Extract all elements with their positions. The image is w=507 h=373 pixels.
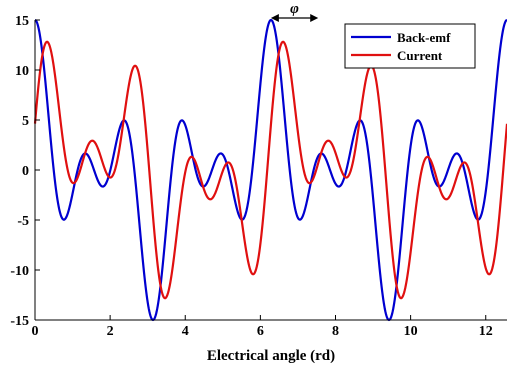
y-tick-label: -15	[10, 314, 29, 329]
legend: Back-emf Current	[344, 23, 476, 69]
series-line-current	[33, 40, 507, 300]
y-tick-label: -5	[17, 214, 29, 229]
legend-label: Back-emf	[397, 30, 451, 45]
series-line-back-emf	[34, 18, 507, 322]
annotation-layer: φ	[270, 1, 319, 22]
phase-arrow-right-head	[310, 14, 319, 22]
x-tick-label: 4	[182, 324, 189, 339]
y-tick-label: 10	[15, 64, 29, 79]
legend-box	[344, 23, 476, 69]
phase-arrow-left-head	[270, 14, 279, 22]
x-tick-label: 8	[332, 324, 339, 339]
y-tick-label: 0	[22, 164, 29, 179]
x-tick-label: 0	[32, 324, 39, 339]
y-tick-label: 5	[22, 114, 29, 129]
series-layer	[33, 18, 507, 322]
x-tick-label: 10	[404, 324, 418, 339]
phase-label: φ	[290, 1, 299, 17]
plot-background	[35, 20, 507, 320]
y-tick-label: 15	[15, 14, 29, 29]
x-tick-label: 12	[479, 324, 493, 339]
y-tick-label: -10	[10, 264, 29, 279]
x-tick-label: 2	[107, 324, 114, 339]
legend-label: Current	[397, 48, 443, 63]
x-axis-label: Electrical angle (rd)	[207, 348, 335, 364]
x-tick-label: 6	[257, 324, 264, 339]
axes-layer: 0 2 4 6 8 10 12 15 10 5 0 -5 -10 -15	[10, 14, 507, 339]
